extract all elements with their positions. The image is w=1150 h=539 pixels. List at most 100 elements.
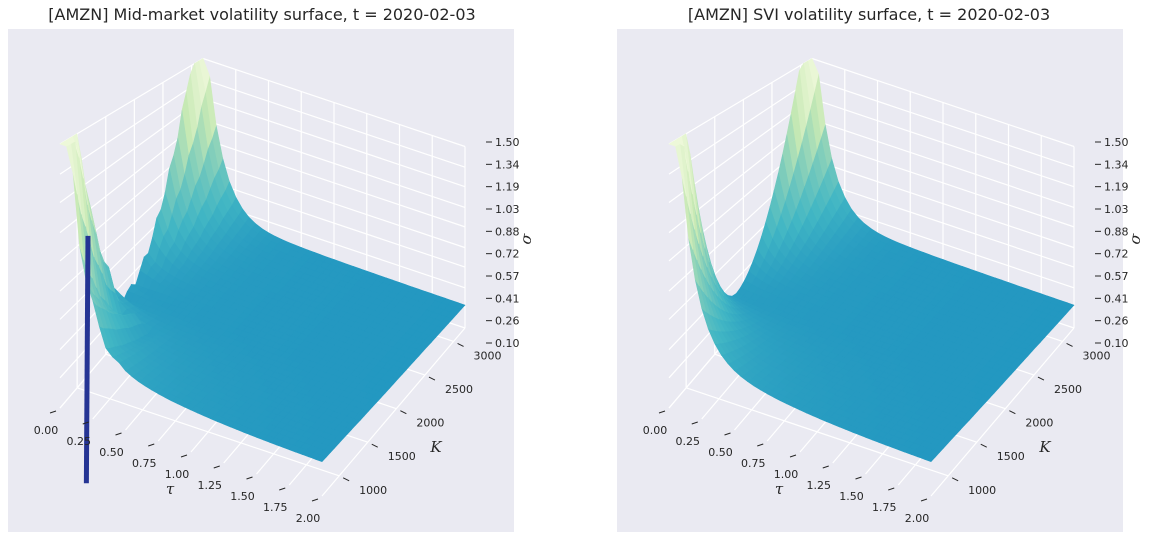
x-tick-label: 0.75: [132, 457, 157, 470]
x-tick-mark: [920, 498, 928, 502]
z-tick-label: 1.03: [495, 203, 520, 216]
grid-line: [811, 57, 1075, 148]
x-tick-mark: [822, 465, 829, 469]
z-tick-label: 1.50: [1104, 136, 1129, 149]
x-tick-mark: [724, 432, 731, 436]
z-tick-label: 1.19: [495, 181, 520, 194]
tick-labels: 0.00 0.25 0.50 0.75 1.00 1.25 1.50 1.75 2.00 1000…: [34, 136, 520, 525]
x-tick-label: 0.00: [34, 424, 59, 437]
y-tick-label: 2500: [445, 383, 473, 396]
tick-labels: 0.00 0.25 0.50 0.75 1.00 1.25 1.50 1.75 2.00 1000…: [643, 136, 1129, 525]
y-tick-label: 2000: [416, 417, 444, 430]
y-tick-mark: [371, 443, 378, 448]
y-tick-label: 2500: [1054, 383, 1082, 396]
z-axis-label: σ: [516, 232, 536, 246]
y-tick-label: 1000: [968, 484, 996, 497]
grid-line: [202, 159, 466, 249]
y-tick-mark: [428, 376, 436, 381]
grid-line: [811, 178, 1075, 268]
x-axis-label: τ: [775, 480, 784, 498]
z-tick-label: 0.10: [1104, 337, 1129, 350]
y-tick-label: 1000: [359, 484, 387, 497]
x-tick-label: 0.00: [643, 424, 668, 437]
surface-patch: [668, 141, 681, 147]
y-tick-mark: [980, 443, 987, 448]
grid-line: [811, 78, 1075, 168]
x-tick-label: 0.25: [676, 435, 701, 448]
grid-line: [202, 98, 466, 188]
grid-line: [59, 78, 204, 175]
x-tick-mark: [49, 410, 57, 414]
z-tick-label: 0.26: [495, 315, 520, 328]
x-tick-label: 2.00: [296, 512, 321, 525]
y-axis-label: K: [429, 438, 442, 456]
x-tick-mark: [246, 476, 253, 480]
x-tick-label: 1.00: [774, 468, 799, 481]
z-tick-label: 1.19: [1104, 181, 1129, 194]
x-tick-label: 1.25: [807, 479, 832, 492]
left-chart-title: [AMZN] Mid-market volatility surface, t …: [48, 5, 475, 24]
y-tick-mark: [1066, 342, 1073, 347]
z-tick-label: 0.10: [495, 337, 520, 350]
y-axis-label: K: [1038, 438, 1051, 456]
z-tick-label: 0.72: [495, 248, 520, 261]
y-tick-label: 1500: [388, 450, 416, 463]
back-wall-grid: [811, 57, 1075, 329]
x-tick-mark: [279, 487, 286, 491]
x-tick-mark: [658, 410, 666, 414]
grid-line: [59, 57, 204, 145]
y-tick-mark: [457, 342, 464, 347]
y-tick-label: 1500: [997, 450, 1025, 463]
x-tick-label: 0.50: [99, 446, 124, 459]
x-tick-mark: [757, 443, 764, 447]
grid-line: [685, 387, 949, 477]
z-tick-label: 0.88: [1104, 225, 1129, 238]
grid-line: [202, 57, 466, 148]
z-tick-label: 1.34: [495, 158, 520, 171]
x-tick-mark: [82, 421, 89, 425]
grid-line: [202, 138, 466, 228]
y-tick-label: 2000: [1025, 417, 1053, 430]
x-tick-mark: [311, 498, 319, 502]
z-tick-label: 0.26: [1104, 315, 1129, 328]
grid-line: [811, 98, 1075, 188]
x-tick-label: 0.75: [741, 457, 766, 470]
z-tick-label: 1.34: [1104, 158, 1129, 171]
x-tick-mark: [148, 443, 155, 447]
z-tick-label: 1.50: [495, 136, 520, 149]
z-tick-label: 0.41: [495, 292, 520, 305]
grid-line: [321, 327, 466, 497]
x-tick-mark: [213, 465, 220, 469]
x-tick-label: 1.50: [839, 490, 864, 503]
grid-line: [202, 178, 466, 268]
volatility-surface: [668, 58, 1075, 462]
x-tick-label: 2.00: [905, 512, 930, 525]
x-tick-label: 0.50: [708, 446, 733, 459]
grid-line: [811, 118, 1075, 209]
z-axis-label: σ: [1125, 232, 1145, 246]
x-tick-label: 1.00: [165, 468, 190, 481]
y-tick-mark: [1037, 376, 1045, 381]
grid-line: [811, 138, 1075, 228]
grid-line: [668, 57, 813, 145]
grid-line: [76, 387, 340, 477]
right-chart: 0.00 0.25 0.50 0.75 1.00 1.25 1.50 1.75 2.00 1000…: [643, 57, 1145, 525]
x-tick-label: 1.75: [872, 501, 897, 514]
y-tick-mark: [1009, 410, 1016, 415]
x-tick-mark: [888, 487, 895, 491]
surface-patch: [59, 141, 72, 147]
z-tick-label: 0.72: [1104, 248, 1129, 261]
grid-line: [202, 118, 466, 209]
x-tick-label: 1.50: [230, 490, 255, 503]
right-chart-title: [AMZN] SVI volatility surface, t = 2020-…: [688, 5, 1050, 24]
x-tick-mark: [855, 476, 862, 480]
grid-line: [811, 159, 1075, 249]
y-tick-label: 3000: [1083, 349, 1111, 362]
x-tick-mark: [115, 432, 122, 436]
y-tick-mark: [951, 477, 959, 482]
x-axis-label: τ: [166, 480, 175, 498]
z-tick-label: 0.57: [495, 270, 520, 283]
surface-spike: [83, 235, 91, 484]
y-tick-label: 3000: [474, 349, 502, 362]
